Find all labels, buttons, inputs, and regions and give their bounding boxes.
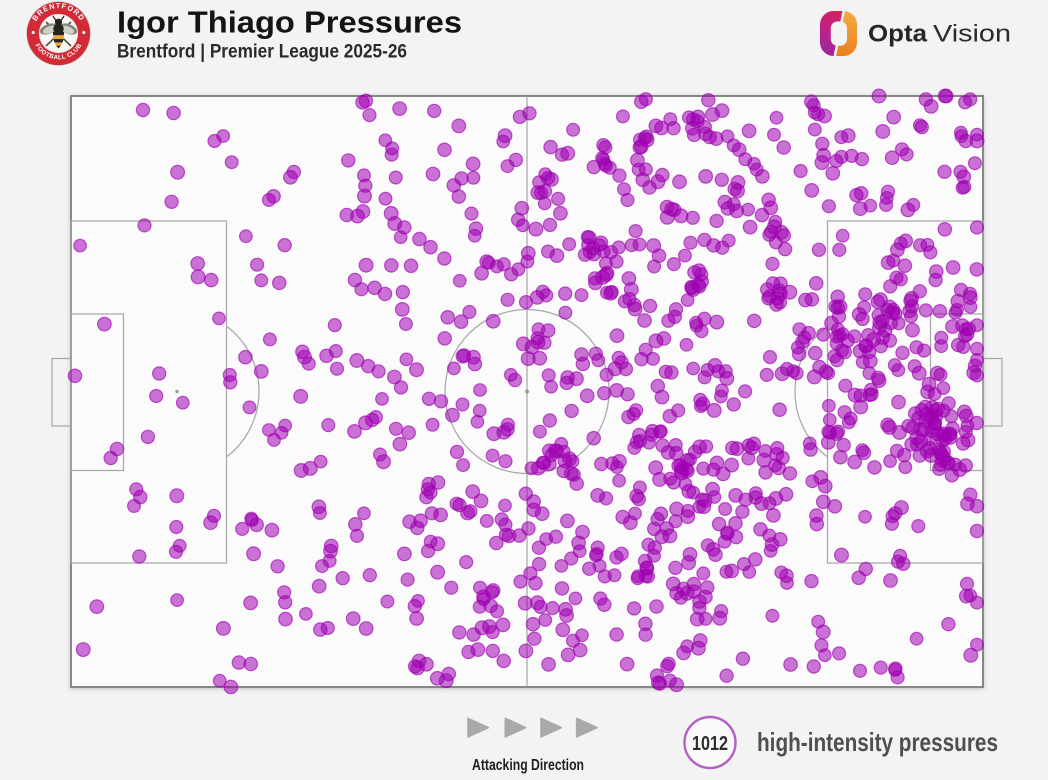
svg-text:Brentford | Premier League 202: Brentford | Premier League 2025-26 bbox=[117, 41, 407, 63]
svg-text:1012: 1012 bbox=[692, 733, 728, 755]
svg-text:Igor Thiago Pressures: Igor Thiago Pressures bbox=[117, 6, 462, 40]
svg-text:Opta: Opta bbox=[868, 21, 927, 48]
svg-text:high-intensity pressures: high-intensity pressures bbox=[757, 727, 998, 757]
svg-text:Vision: Vision bbox=[933, 21, 1011, 48]
svg-text:Attacking Direction: Attacking Direction bbox=[472, 757, 584, 774]
